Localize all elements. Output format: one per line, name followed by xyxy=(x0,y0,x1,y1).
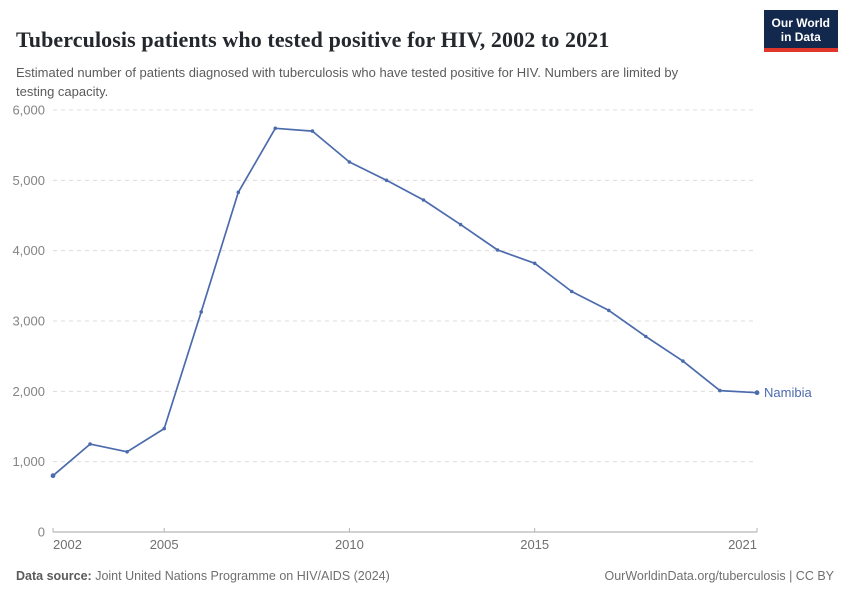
data-point-2013[interactable] xyxy=(458,222,463,227)
data-point-2006[interactable] xyxy=(199,310,203,314)
data-point-2002[interactable] xyxy=(50,473,56,479)
y-axis-label: 0 xyxy=(38,525,45,540)
data-point-2009[interactable] xyxy=(310,129,315,133)
owid-logo-line2: in Data xyxy=(780,30,821,44)
y-axis-label: 4,000 xyxy=(12,243,45,258)
credit-link[interactable]: OurWorldinData.org/tuberculosis | CC BY xyxy=(604,569,835,583)
data-point-2014[interactable] xyxy=(495,248,500,252)
data-point-2004[interactable] xyxy=(125,450,129,454)
x-axis-label: 2015 xyxy=(520,537,549,552)
data-point-2019[interactable] xyxy=(681,359,685,363)
data-point-2010[interactable] xyxy=(347,160,352,164)
y-axis-label: 2,000 xyxy=(12,384,45,399)
data-point-2011[interactable] xyxy=(384,178,389,183)
data-point-2005[interactable] xyxy=(162,426,166,431)
data-point-2020[interactable] xyxy=(718,388,722,393)
data-point-2017[interactable] xyxy=(607,308,611,313)
y-axis-label: 1,000 xyxy=(12,454,45,469)
data-source-label: Data source: xyxy=(16,569,92,583)
x-axis-label: 2002 xyxy=(53,537,82,552)
y-axis-label: 6,000 xyxy=(12,103,45,118)
x-axis-label: 2010 xyxy=(335,537,364,552)
data-point-2003[interactable] xyxy=(88,442,92,446)
y-axis-label: 3,000 xyxy=(12,314,45,329)
series-end-label[interactable]: Namibia xyxy=(764,385,812,400)
data-point-2018[interactable] xyxy=(644,334,648,339)
data-point-2016[interactable] xyxy=(569,289,574,294)
owid-logo-line1: Our World xyxy=(771,16,830,30)
y-axis-label: 5,000 xyxy=(12,173,45,188)
chart-subtitle: Estimated number of patients diagnosed w… xyxy=(16,65,679,99)
x-axis-label: 2005 xyxy=(150,537,179,552)
data-point-2008[interactable] xyxy=(273,126,278,131)
data-point-2015[interactable] xyxy=(532,261,537,266)
x-axis-label: 2021 xyxy=(728,537,757,552)
chart-footer: Data source: Joint United Nations Progra… xyxy=(16,568,834,584)
owid-logo[interactable]: Our World in Data xyxy=(763,10,838,52)
series-line-namibia xyxy=(52,127,758,477)
data-point-2021[interactable] xyxy=(754,390,760,396)
data-point-2012[interactable] xyxy=(421,198,426,202)
data-source-text: Joint United Nations Programme on HIV/AI… xyxy=(91,569,390,583)
data-point-2007[interactable] xyxy=(236,190,241,195)
chart-title: Tuberculosis patients who tested positiv… xyxy=(16,26,610,52)
data-source-note: Data source: Joint United Nations Progra… xyxy=(16,568,390,584)
